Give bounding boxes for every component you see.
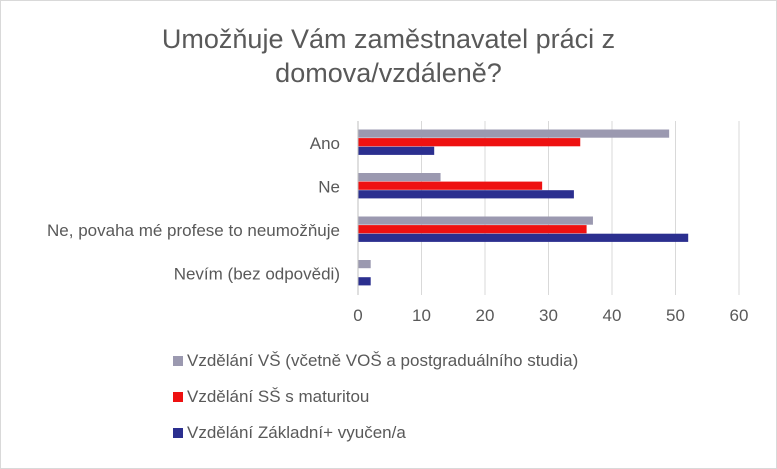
x-tick-label-60: 60 [730, 306, 749, 325]
legend-swatch-vs [173, 356, 183, 366]
x-tick-label-10: 10 [412, 306, 431, 325]
bar-1-series-0 [358, 173, 441, 182]
bar-2-series-1 [358, 225, 587, 234]
bar-chart-plot: 0 10 20 30 40 50 60 Ano Ne Ne, povaha mé profese … [47, 121, 749, 325]
chart-legend: Vzdělání VŠ (včetně VOŠ a postgraduálníh… [173, 343, 578, 451]
x-tick-label-40: 40 [603, 306, 622, 325]
bar-1-series-2 [358, 190, 574, 199]
legend-swatch-ss [173, 392, 183, 402]
legend-label-ss: Vzdělání SŠ s maturitou [187, 387, 370, 406]
category-label-1: Ne [318, 177, 340, 196]
bar-0-series-2 [358, 146, 435, 155]
bar-2-series-0 [358, 216, 593, 225]
category-label-2: Ne, povaha mé profese to neumožňuje [47, 221, 340, 240]
x-tick-label-0: 0 [353, 306, 362, 325]
legend-item-vs: Vzdělání VŠ (včetně VOŠ a postgraduálníh… [173, 343, 578, 379]
x-tick-label-30: 30 [539, 306, 558, 325]
category-label-0: Ano [310, 134, 340, 153]
chart-title-line-2: domova/vzdáleně? [275, 58, 502, 88]
chart-title: Umožňuje Vám zaměstnavatel práci z domov… [0, 22, 777, 90]
legend-label-zakladni: Vzdělání Základní+ vyučen/a [187, 423, 406, 442]
legend-label-vs: Vzdělání VŠ (včetně VOŠ a postgraduálníh… [187, 351, 579, 370]
bar-0-series-1 [358, 138, 581, 147]
category-label-3: Nevím (bez odpovědi) [174, 264, 340, 283]
bar-2-series-2 [358, 233, 689, 242]
legend-swatch-zakladni [173, 428, 183, 438]
bar-3-series-0 [358, 260, 371, 269]
legend-item-ss: Vzdělání SŠ s maturitou [173, 379, 578, 415]
x-tick-label-20: 20 [476, 306, 495, 325]
bar-1-series-1 [358, 181, 543, 190]
chart-title-line-1: Umožňuje Vám zaměstnavatel práci z [161, 24, 616, 54]
legend-item-zakladni: Vzdělání Základní+ vyučen/a [173, 415, 578, 451]
bar-0-series-0 [358, 129, 670, 138]
bar-3-series-2 [358, 277, 371, 286]
x-tick-label-50: 50 [666, 306, 685, 325]
